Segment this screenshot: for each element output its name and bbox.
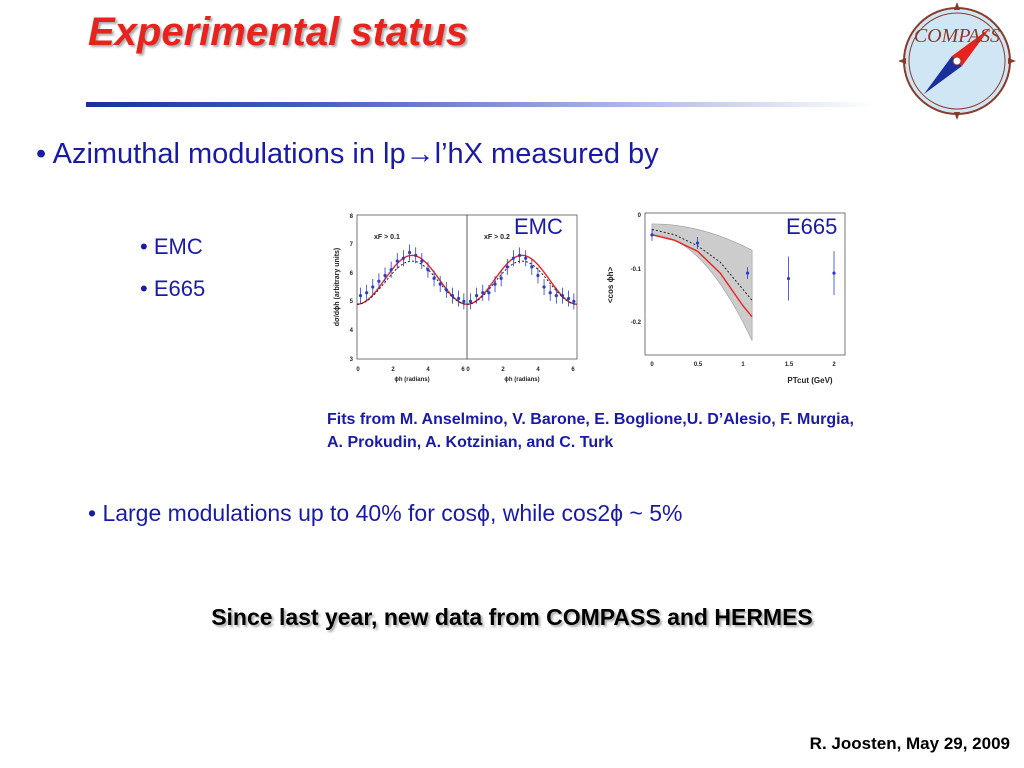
emc-data-point xyxy=(511,256,516,260)
fits-line-2: A. Prokudin, A. Kotzinian, and C. Turk xyxy=(327,434,614,451)
emc-data-point xyxy=(499,276,503,280)
emc-plot: dσ/dϕh (arbitrary units) xF > 0.1 xF > 0… xyxy=(334,214,578,383)
emc-fit-curve xyxy=(356,254,468,305)
e665-plot: <cos ϕh> 0 -0.1 -0.2 0 0.5 1 1.5 2 PTcut… xyxy=(606,212,846,385)
emc-data-point xyxy=(554,294,558,298)
emc-data-point xyxy=(462,299,466,303)
emc-data-point xyxy=(456,296,461,301)
emc-ytick: 3 xyxy=(350,357,354,363)
emc-panel-label-1: xF > 0.1 xyxy=(374,234,400,241)
emc-data-point xyxy=(517,253,522,257)
emc-data-point xyxy=(438,282,442,286)
since-last-year-note: Since last year, new data from COMPASS a… xyxy=(211,604,813,630)
footer-author-date: R. Joosten, May 29, 2009 xyxy=(809,734,1010,753)
emc-data-point xyxy=(468,299,473,303)
compass-logo: COMPASS xyxy=(898,2,1016,120)
emc-data-point xyxy=(426,268,430,272)
emc-ytick: 4 xyxy=(350,328,354,334)
logo-text: COMPASS xyxy=(914,25,1000,47)
emc-panel-label-2: xF > 0.2 xyxy=(484,234,510,241)
emc-xlabel-2: ϕh (radians) xyxy=(504,377,539,383)
title-underline xyxy=(86,102,876,107)
emc-data-point xyxy=(407,250,412,255)
emc-data-point xyxy=(383,273,387,278)
emc-ytick: 8 xyxy=(350,214,354,220)
e665-xtick: 2 xyxy=(832,362,836,368)
emc-data-point xyxy=(420,259,424,263)
e665-uncertainty-band xyxy=(651,223,753,341)
emc-fit-curve-dotted xyxy=(356,260,468,305)
emc-xtick: 6 xyxy=(461,367,465,373)
e665-ylabel: <cos ϕh> xyxy=(606,267,615,304)
emc-data-point xyxy=(493,282,497,286)
slide-title: Experimental status xyxy=(88,10,469,54)
emc-xtick: 2 xyxy=(501,367,505,373)
fits-line-1: Fits from M. Anselmino, V. Barone, E. Bo… xyxy=(327,411,854,428)
emc-data-point xyxy=(414,253,418,257)
emc-data-point xyxy=(475,294,479,298)
emc-data-point xyxy=(371,285,375,289)
e665-xtick: 1 xyxy=(741,362,745,368)
emc-ytick: 7 xyxy=(350,242,354,248)
e665-ytick: -0.1 xyxy=(631,267,642,273)
emc-fit-curve-dotted xyxy=(466,260,578,305)
emc-data-point xyxy=(572,299,576,303)
bullet-azimuthal: • Azimuthal modulations in lp→l’hX measu… xyxy=(36,138,659,170)
emc-data-point xyxy=(358,294,363,298)
emc-data-point xyxy=(530,265,534,269)
e665-xtick: 0.5 xyxy=(694,362,703,368)
e665-data-point xyxy=(786,276,791,281)
e665-xtick: 0 xyxy=(650,362,654,368)
e665-ytick: 0 xyxy=(638,213,642,219)
emc-plot-label: EMC xyxy=(514,214,563,239)
e665-xlabel: PTcut (GeV) xyxy=(787,376,833,385)
sub-bullet-e665: • E665 xyxy=(140,276,206,301)
emc-xtick: 6 xyxy=(571,367,575,373)
emc-xtick: 0 xyxy=(466,367,470,373)
emc-data-point xyxy=(566,296,571,301)
e665-fit-curve xyxy=(651,234,753,318)
emc-data-point xyxy=(377,279,381,283)
e665-ytick: -0.2 xyxy=(631,320,642,326)
e665-plot-label: E665 xyxy=(786,214,838,239)
plots-figure: dσ/dϕh (arbitrary units) xF > 0.1 xF > 0… xyxy=(334,212,846,385)
emc-xtick: 4 xyxy=(536,367,540,373)
emc-data-point xyxy=(444,288,448,292)
bullet-large-modulations: • Large modulations up to 40% for cosϕ, … xyxy=(88,500,683,526)
sub-bullet-emc: • EMC xyxy=(140,234,203,259)
emc-data-point xyxy=(560,294,565,298)
emc-data-point xyxy=(450,294,455,298)
emc-xtick: 2 xyxy=(391,367,395,373)
emc-data-point xyxy=(481,291,485,295)
emc-data-point xyxy=(395,259,399,263)
emc-xtick: 4 xyxy=(426,367,430,373)
emc-fit-curve xyxy=(466,254,578,305)
emc-data-point xyxy=(401,256,406,260)
e665-xtick: 1.5 xyxy=(785,362,794,368)
e665-data-point xyxy=(650,233,654,237)
e665-data-point xyxy=(832,271,836,275)
emc-xlabel-1: ϕh (radians) xyxy=(394,377,429,383)
e665-data-point xyxy=(695,241,700,245)
emc-data-point xyxy=(542,285,546,289)
emc-data-point xyxy=(505,265,509,269)
emc-ytick: 6 xyxy=(350,271,354,277)
emc-ytick: 5 xyxy=(350,299,354,305)
emc-data-point xyxy=(432,276,436,280)
emc-data-point xyxy=(524,256,528,260)
fits-reference: Fits from M. Anselmino, V. Barone, E. Bo… xyxy=(327,408,1007,454)
emc-data-point xyxy=(487,291,491,295)
emc-data-point xyxy=(536,273,540,278)
emc-data-point xyxy=(548,291,552,295)
emc-ylabel: dσ/dϕh (arbitrary units) xyxy=(334,248,341,326)
e665-data-point xyxy=(745,271,750,275)
emc-xtick: 0 xyxy=(356,367,360,373)
emc-data-point xyxy=(365,291,369,295)
emc-data-point xyxy=(389,268,393,272)
